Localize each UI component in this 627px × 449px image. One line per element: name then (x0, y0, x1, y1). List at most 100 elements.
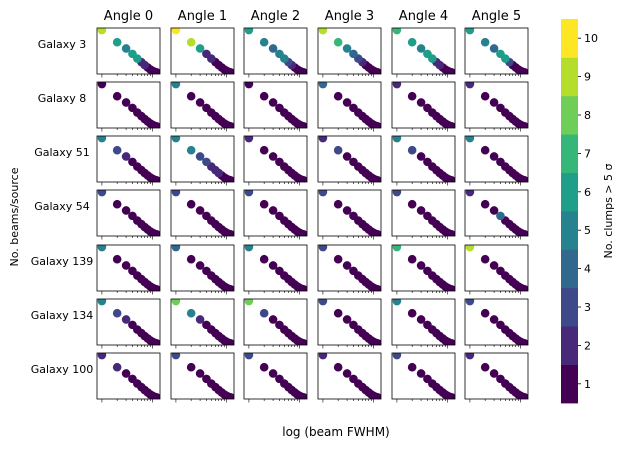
data-point (97, 190, 107, 197)
panel (391, 352, 456, 403)
series-points (392, 190, 455, 236)
data-point (202, 211, 211, 221)
data-point (480, 308, 490, 318)
series-points (171, 28, 234, 74)
series-points (392, 299, 455, 345)
panel (170, 27, 235, 78)
series-points (318, 136, 381, 182)
data-point (416, 369, 426, 378)
series-points (171, 299, 234, 345)
panel (391, 298, 456, 349)
series-points (318, 353, 381, 399)
data-point (480, 91, 490, 101)
data-point (416, 44, 426, 53)
data-point (349, 49, 358, 59)
panel (317, 298, 382, 349)
data-point (244, 353, 254, 360)
series-points (97, 299, 160, 345)
data-point (318, 136, 328, 143)
data-point (195, 261, 205, 270)
data-point (416, 315, 426, 324)
data-point (275, 211, 284, 221)
panel-frame (96, 81, 161, 129)
series-points (318, 245, 381, 291)
data-point (171, 245, 181, 252)
colorbar-segment (561, 326, 578, 365)
series-points (244, 28, 307, 74)
panel-frame (317, 189, 382, 237)
data-point (195, 152, 205, 161)
panel (170, 298, 235, 349)
panel (243, 352, 308, 403)
series-points (318, 299, 381, 345)
data-point (416, 98, 426, 107)
data-point (186, 37, 196, 47)
panel-frame (96, 352, 161, 400)
column-title: Angle 2 (251, 9, 300, 24)
panel (243, 189, 308, 240)
column-title: Angle 4 (399, 9, 448, 24)
data-point (480, 145, 490, 155)
panel (464, 189, 529, 240)
panel (391, 189, 456, 240)
data-point (128, 320, 137, 330)
data-point (489, 369, 499, 378)
data-point (112, 145, 122, 155)
data-point (465, 136, 475, 143)
data-point (121, 152, 131, 161)
panel (170, 352, 235, 403)
data-point (423, 103, 432, 113)
data-point (496, 266, 505, 276)
data-point (496, 320, 505, 330)
data-point (489, 152, 499, 161)
data-point (195, 369, 205, 378)
data-point (349, 374, 358, 384)
data-point (275, 103, 284, 113)
data-point (112, 254, 122, 264)
data-point (392, 136, 402, 143)
data-point (202, 157, 211, 167)
panel (96, 352, 161, 403)
panel (96, 135, 161, 186)
colorbar-tick-label: 2 (584, 339, 591, 352)
colorbar-tick-label: 1 (584, 378, 591, 391)
series-points (392, 136, 455, 182)
column-title: Angle 0 (104, 9, 153, 24)
data-point (318, 245, 328, 252)
panel-frame (317, 244, 382, 292)
data-point (97, 299, 107, 306)
column-title: Angle 3 (325, 9, 374, 24)
data-point (318, 28, 328, 35)
data-point (128, 157, 137, 167)
column-title: Angle 1 (178, 9, 227, 24)
panel-frame (317, 298, 382, 346)
panel (464, 298, 529, 349)
data-point (128, 49, 137, 59)
data-point (496, 211, 505, 221)
data-point (407, 254, 417, 264)
data-point (480, 362, 490, 372)
row-label: Galaxy 8 (38, 92, 87, 105)
panel-frame (170, 244, 235, 292)
data-point (465, 82, 475, 89)
panel (243, 244, 308, 295)
data-point (416, 206, 426, 215)
data-point (121, 44, 131, 53)
data-point (195, 315, 205, 324)
data-point (407, 308, 417, 318)
data-point (416, 261, 426, 270)
series-points (171, 136, 234, 182)
series-points (465, 82, 528, 128)
data-point (171, 299, 181, 306)
panel (317, 244, 382, 295)
series-points (465, 136, 528, 182)
panel (464, 81, 529, 132)
panel-frame (391, 27, 456, 75)
data-point (342, 152, 352, 161)
colorbar-segment (561, 57, 578, 97)
data-point (349, 157, 358, 167)
data-point (268, 261, 278, 270)
data-point (268, 152, 278, 161)
data-point (275, 266, 284, 276)
